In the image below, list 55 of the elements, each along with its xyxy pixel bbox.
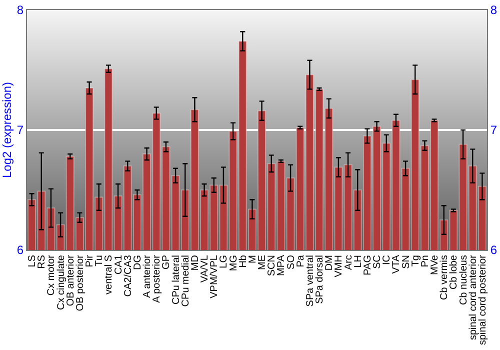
x-tick-label: CPu medial (180, 255, 192, 307)
x-tick-label: CA2/CA3 (122, 254, 134, 297)
x-tick-label: LG (218, 254, 230, 268)
y-tick-label: 6 (16, 243, 24, 258)
x-tick-label: LH (352, 255, 364, 268)
y-tick-label: 8 (16, 3, 24, 18)
x-tick-label: PAG (362, 254, 374, 276)
x-tick-label: A anterior (142, 254, 154, 298)
x-tick-label: MD (190, 255, 201, 271)
x-tick-label: ME (257, 254, 268, 270)
x-tick-label: Pa (295, 254, 306, 268)
x-tick-label: VMH (334, 255, 345, 278)
y2-tick-label: 6 (490, 243, 498, 258)
x-tick-label: OB posterior (74, 254, 86, 312)
x-tick-label: MG (228, 254, 240, 272)
x-tick-label: Tg (410, 255, 422, 267)
x-tick-label: Cx cingulate (56, 254, 67, 310)
x-tick-label: SPa ventral (304, 255, 316, 307)
x-tick-label: Pir (84, 254, 96, 268)
x-tick-label: DG (132, 254, 144, 270)
x-tick-label: LS (27, 254, 38, 268)
x-tick-label: Arc (343, 255, 354, 270)
x-tick-label: SCN (266, 255, 278, 276)
x-tick-label: ventral S (104, 254, 115, 294)
x-tick-label: SC (372, 255, 384, 269)
x-tick-label: Cx motor (46, 254, 58, 296)
y2-tick-label: 7 (490, 123, 498, 138)
x-tick-label: M (247, 255, 258, 264)
x-tick-label: DM (324, 255, 336, 271)
x-tick-label: CPu lateral (170, 255, 182, 304)
y2-tick-label: 8 (490, 3, 498, 18)
x-tick-label: SN (400, 255, 412, 269)
x-tick-label: Tu (94, 255, 106, 266)
x-tick-label: RS (36, 254, 48, 269)
x-tick-label: Pn (420, 255, 431, 268)
x-tick-label: Cb lobe (448, 254, 460, 290)
x-tick-label: GP (161, 254, 172, 270)
x-tick-label: Hb (238, 254, 249, 268)
x-tick-label: SPa dorsal (314, 255, 326, 304)
y-axis-title: Log2 (expression) (0, 82, 14, 178)
y-tick-label: 7 (16, 123, 24, 138)
x-tick-label: VPM/VPL (209, 254, 220, 298)
x-tick-label: OB anterior (65, 254, 76, 306)
x-tick-label: SO (286, 254, 297, 270)
x-tick-label: CA1 (113, 254, 124, 274)
x-tick-label: IC (382, 255, 393, 265)
x-tick-label: Cb nucleus (458, 255, 470, 306)
x-tick-label: VA/VL (200, 254, 211, 283)
x-tick-label: VTA (391, 254, 402, 274)
x-tick-label: spinal cord posterior (477, 254, 488, 346)
x-tick-label: A posterior (152, 254, 163, 303)
x-tick-label: Cb vermis (439, 255, 450, 300)
x-tick-label: MPA (276, 254, 288, 276)
x-tick-label: spinal cord anterior (468, 254, 479, 340)
x-tick-label: MVe (430, 254, 441, 276)
